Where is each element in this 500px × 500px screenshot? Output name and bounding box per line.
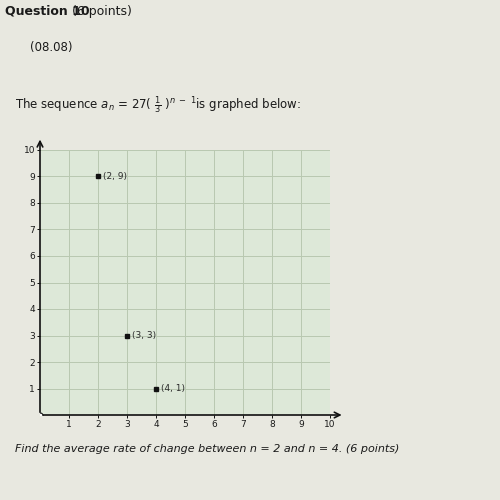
Text: (3, 3): (3, 3) [132, 331, 156, 340]
Text: (4, 1): (4, 1) [161, 384, 185, 393]
Text: Find the average rate of change between n = 2 and n = 4. (6 points): Find the average rate of change between … [15, 444, 400, 454]
Text: Question 10: Question 10 [5, 4, 89, 18]
Text: (08.08): (08.08) [30, 40, 72, 54]
Text: (6 points): (6 points) [68, 4, 132, 18]
Text: (2, 9): (2, 9) [103, 172, 127, 181]
Text: The sequence $a_n$ = 27( $\frac{1}{3}$ )$^{n\ -\ 1}$is graphed below:: The sequence $a_n$ = 27( $\frac{1}{3}$ )… [15, 95, 301, 116]
